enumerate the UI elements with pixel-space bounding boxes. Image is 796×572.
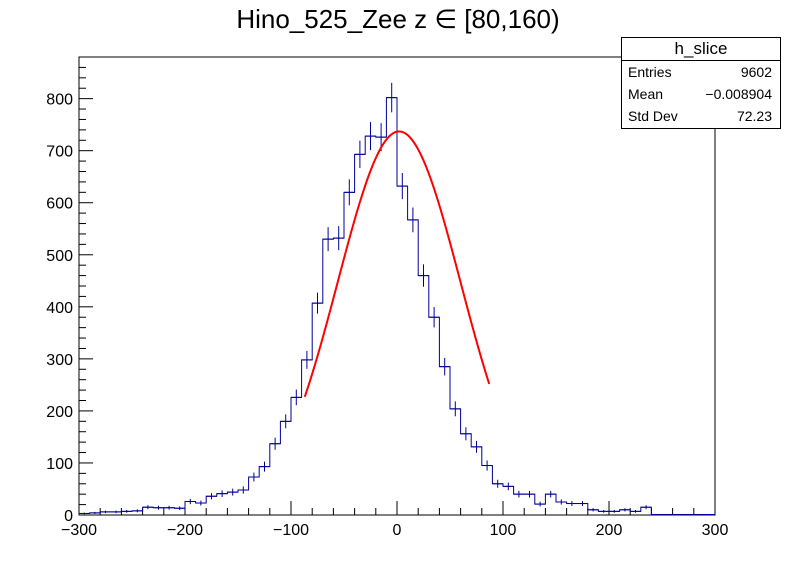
title-main: Hino_525_Zee z [236, 4, 435, 34]
x-tick-label: −300 [61, 522, 97, 539]
stats-entries-value: 9602 [740, 64, 772, 80]
y-axis: 0 100 200 300 400 500 600 700 800 [46, 66, 93, 525]
x-tick-label: 200 [596, 522, 623, 539]
stats-row-entries: Entries 9602 [622, 61, 780, 83]
stats-mean-label: Mean [628, 86, 664, 102]
histogram-series [78, 97, 716, 515]
stats-row-std: Std Dev 72.23 [622, 105, 780, 127]
histogram-outline [78, 97, 716, 515]
y-tick-label: 0 [64, 508, 73, 525]
x-tick-label: 300 [702, 522, 729, 539]
title-range: [80,160) [457, 4, 560, 34]
y-tick-label: 400 [46, 300, 73, 317]
y-tick-label: 200 [46, 404, 73, 421]
gaussian-fit [303, 130, 491, 398]
y-tick-label: 600 [46, 196, 73, 213]
stats-entries-label: Entries [628, 64, 672, 80]
y-tick-label: 500 [46, 248, 73, 265]
title-element-of-symbol: ∈ [434, 4, 458, 34]
x-tick-label: 100 [490, 522, 517, 539]
x-tick-label: −200 [167, 522, 203, 539]
chart-title: Hino_525_Zee z ∈ [80,160) [0, 4, 796, 35]
stats-std-value: 72.23 [736, 108, 772, 124]
error-bars [83, 82, 711, 515]
stats-mean-value: −0.008904 [705, 86, 772, 102]
x-tick-label: 0 [393, 522, 402, 539]
stats-std-label: Std Dev [628, 108, 678, 124]
stats-box-title: h_slice [622, 38, 780, 61]
stats-row-mean: Mean −0.008904 [622, 83, 780, 105]
y-tick-label: 700 [46, 144, 73, 161]
stats-box: h_slice Entries 9602 Mean −0.008904 Std … [621, 37, 781, 129]
x-axis: −300 −200 −100 0 100 200 300 [61, 501, 728, 539]
y-tick-label: 300 [46, 352, 73, 369]
y-tick-label: 800 [46, 92, 73, 109]
x-tick-label: −100 [273, 522, 309, 539]
y-tick-label: 100 [46, 456, 73, 473]
fit-curve [303, 130, 491, 398]
